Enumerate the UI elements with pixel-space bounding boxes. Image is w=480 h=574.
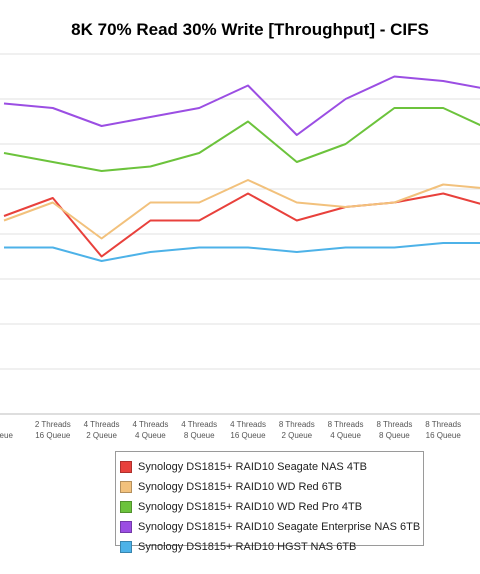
x-tick-label: 2 Threads	[35, 420, 71, 429]
x-tick-label: 4 Threads	[84, 420, 120, 429]
x-tick-label: 16 Queue	[426, 431, 462, 440]
legend-item: Synology DS1815+ RAID10 WD Red Pro 4TB	[120, 497, 423, 517]
x-tick-label: 4 Queue	[135, 431, 166, 440]
x-tick-label: 4 Threads	[132, 420, 168, 429]
x-tick-label: 16 Queue	[230, 431, 266, 440]
x-tick-label: 8 Threads	[328, 420, 364, 429]
x-tick-label: 8 Threads	[376, 420, 412, 429]
x-tick-label: 4 Threads	[230, 420, 266, 429]
legend-label: Synology DS1815+ RAID10 Seagate NAS 4TB	[138, 461, 367, 473]
legend-item: Synology DS1815+ RAID10 HGST NAS 6TB	[120, 537, 423, 557]
gridlines	[0, 53, 480, 415]
legend-item: Synology DS1815+ RAID10 WD Red 6TB	[120, 477, 423, 497]
legend-item: Synology DS1815+ RAID10 Seagate Enterpri…	[120, 517, 423, 537]
legend-swatch	[120, 521, 132, 533]
legend-label: Synology DS1815+ RAID10 WD Red Pro 4TB	[138, 501, 363, 513]
legend-item: Synology DS1815+ RAID10 Seagate NAS 4TB	[120, 457, 423, 477]
series-line-0	[3, 192, 480, 258]
series-lines	[3, 75, 480, 262]
x-tick-label: 8 Threads	[425, 420, 461, 429]
x-tick-label: 8 Queue	[379, 431, 410, 440]
legend: Synology DS1815+ RAID10 Seagate NAS 4TB S…	[115, 451, 424, 553]
series-line-2	[3, 107, 480, 172]
legend-label: Synology DS1815+ RAID10 HGST NAS 6TB	[138, 541, 357, 553]
line-chart: ueue 2 Threads 16 Queue 4 Threads 2 Queue 4 T…	[0, 53, 480, 440]
legend-swatch	[120, 461, 132, 473]
x-tick-label: 4 Threads	[181, 420, 217, 429]
series-line-3	[3, 75, 480, 136]
x-tick-label: 4 Queue	[330, 431, 361, 440]
legend-swatch	[120, 481, 132, 493]
x-tick-label: 8 Threads	[279, 420, 315, 429]
chart-title: 8K 70% Read 30% Write [Throughput] - CIF…	[71, 20, 429, 39]
legend-label: Synology DS1815+ RAID10 Seagate Enterpri…	[138, 521, 421, 533]
x-tick-label: 2 Queue	[86, 431, 117, 440]
legend-swatch	[120, 501, 132, 513]
legend-label: Synology DS1815+ RAID10 WD Red 6TB	[138, 481, 342, 493]
x-tick-label: 2 Queue	[281, 431, 312, 440]
series-line-4	[4, 242, 480, 262]
series-line-1	[3, 179, 480, 240]
x-tick-label: ueue	[0, 431, 13, 440]
x-tick-labels: ueue 2 Threads 16 Queue 4 Threads 2 Queue 4 T…	[0, 420, 462, 440]
legend-swatch	[120, 541, 132, 553]
x-tick-label: 16 Queue	[35, 431, 71, 440]
x-tick-label: 8 Queue	[184, 431, 215, 440]
